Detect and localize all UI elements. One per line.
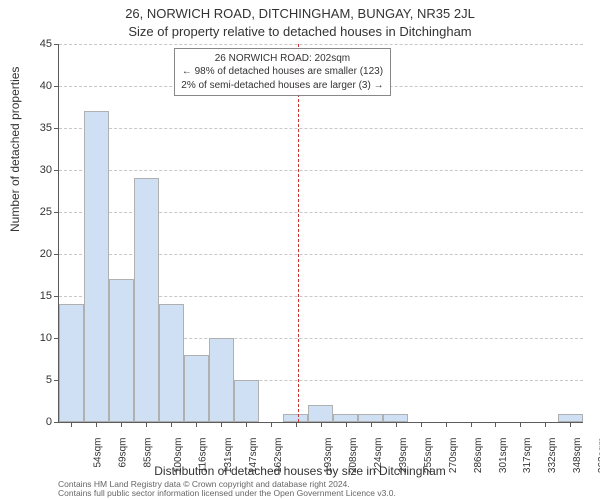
ytick-label: 5 xyxy=(24,374,52,386)
ytick-label: 35 xyxy=(24,122,52,134)
xtick-mark xyxy=(570,422,571,427)
y-axis-label: Number of detached properties xyxy=(8,67,22,232)
xtick-mark xyxy=(495,422,496,427)
xtick-label: 54sqm xyxy=(93,438,104,468)
xtick-mark xyxy=(246,422,247,427)
histogram-bar xyxy=(333,414,358,422)
ytick-mark xyxy=(54,296,59,297)
xtick-mark xyxy=(421,422,422,427)
title-line1: 26, NORWICH ROAD, DITCHINGHAM, BUNGAY, N… xyxy=(0,6,600,21)
xtick-mark xyxy=(346,422,347,427)
annotation-line1: 26 NORWICH ROAD: 202sqm xyxy=(181,52,383,66)
histogram-bar xyxy=(134,178,159,422)
xtick-mark xyxy=(146,422,147,427)
ytick-mark xyxy=(54,86,59,87)
histogram-bar xyxy=(308,405,333,422)
title-line2: Size of property relative to detached ho… xyxy=(0,24,600,39)
ytick-label: 10 xyxy=(24,332,52,344)
xtick-mark xyxy=(520,422,521,427)
marker-line xyxy=(298,44,299,422)
ytick-mark xyxy=(54,128,59,129)
xtick-mark xyxy=(396,422,397,427)
ytick-label: 30 xyxy=(24,164,52,176)
histogram-bar xyxy=(84,111,109,422)
xtick-mark xyxy=(321,422,322,427)
chart-container: 26, NORWICH ROAD, DITCHINGHAM, BUNGAY, N… xyxy=(0,0,600,500)
histogram-bar xyxy=(358,414,383,422)
gridline xyxy=(59,128,583,129)
xtick-mark xyxy=(545,422,546,427)
ytick-mark xyxy=(54,254,59,255)
histogram-bar xyxy=(209,338,234,422)
xtick-mark xyxy=(471,422,472,427)
x-axis-label: Distribution of detached houses by size … xyxy=(0,464,600,478)
histogram-bar xyxy=(234,380,259,422)
histogram-bar xyxy=(283,414,308,422)
gridline xyxy=(59,170,583,171)
xtick-mark xyxy=(71,422,72,427)
xtick-mark xyxy=(271,422,272,427)
histogram-bar xyxy=(184,355,209,422)
xtick-mark xyxy=(371,422,372,427)
xtick-mark xyxy=(171,422,172,427)
xtick-mark xyxy=(446,422,447,427)
xtick-label: 69sqm xyxy=(118,438,129,468)
xtick-mark xyxy=(196,422,197,427)
xtick-mark xyxy=(96,422,97,427)
ytick-label: 20 xyxy=(24,248,52,260)
annotation-line3: 2% of semi-detached houses are larger (3… xyxy=(181,79,383,93)
annotation-line2: ← 98% of detached houses are smaller (12… xyxy=(181,65,383,79)
ytick-mark xyxy=(54,170,59,171)
gridline xyxy=(59,44,583,45)
ytick-label: 0 xyxy=(24,416,52,428)
ytick-mark xyxy=(54,212,59,213)
ytick-label: 45 xyxy=(24,38,52,50)
xtick-mark xyxy=(121,422,122,427)
plot-area: 26 NORWICH ROAD: 202sqm← 98% of detached… xyxy=(58,44,583,423)
ytick-mark xyxy=(54,44,59,45)
histogram-bar xyxy=(109,279,134,422)
histogram-bar xyxy=(558,414,583,422)
xtick-label: 85sqm xyxy=(143,438,154,468)
ytick-mark xyxy=(54,422,59,423)
histogram-bar xyxy=(59,304,84,422)
ytick-label: 15 xyxy=(24,290,52,302)
ytick-label: 40 xyxy=(24,80,52,92)
caption-line2: Contains full public sector information … xyxy=(58,489,396,498)
annotation-box: 26 NORWICH ROAD: 202sqm← 98% of detached… xyxy=(174,48,390,97)
xtick-mark xyxy=(296,422,297,427)
xtick-mark xyxy=(221,422,222,427)
caption: Contains HM Land Registry data © Crown c… xyxy=(58,480,396,499)
ytick-label: 25 xyxy=(24,206,52,218)
histogram-bar xyxy=(159,304,184,422)
histogram-bar xyxy=(383,414,408,422)
